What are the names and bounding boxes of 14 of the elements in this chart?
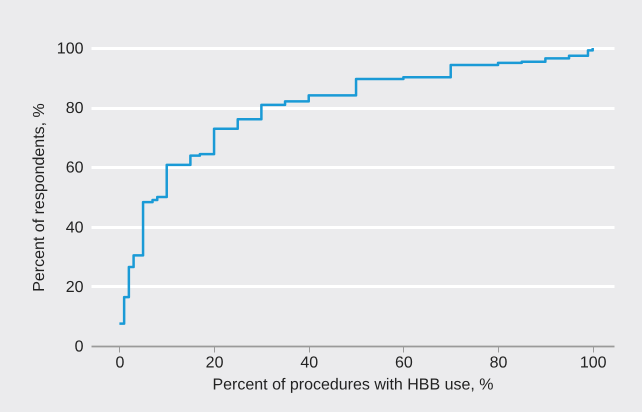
y-tick-label: 60 [66,160,84,177]
y-tick-label: 0 [74,338,84,356]
y-tick-label: 40 [66,219,84,236]
x-tick-label: 100 [580,354,607,372]
y-tick-label: 80 [66,100,84,118]
x-tick-label: 20 [206,354,224,372]
x-tick-label: 0 [115,354,124,372]
x-tick-label: 80 [490,354,508,372]
x-tick-label: 60 [394,354,413,372]
x-axis-title: Percent of procedures with HBB use, % [212,376,494,394]
y-tick-label: 20 [66,278,84,296]
x-tick-label: 40 [300,354,318,372]
y-axis-title: Percent of respondents, % [30,103,48,292]
y-tick-label: 100 [56,40,84,58]
